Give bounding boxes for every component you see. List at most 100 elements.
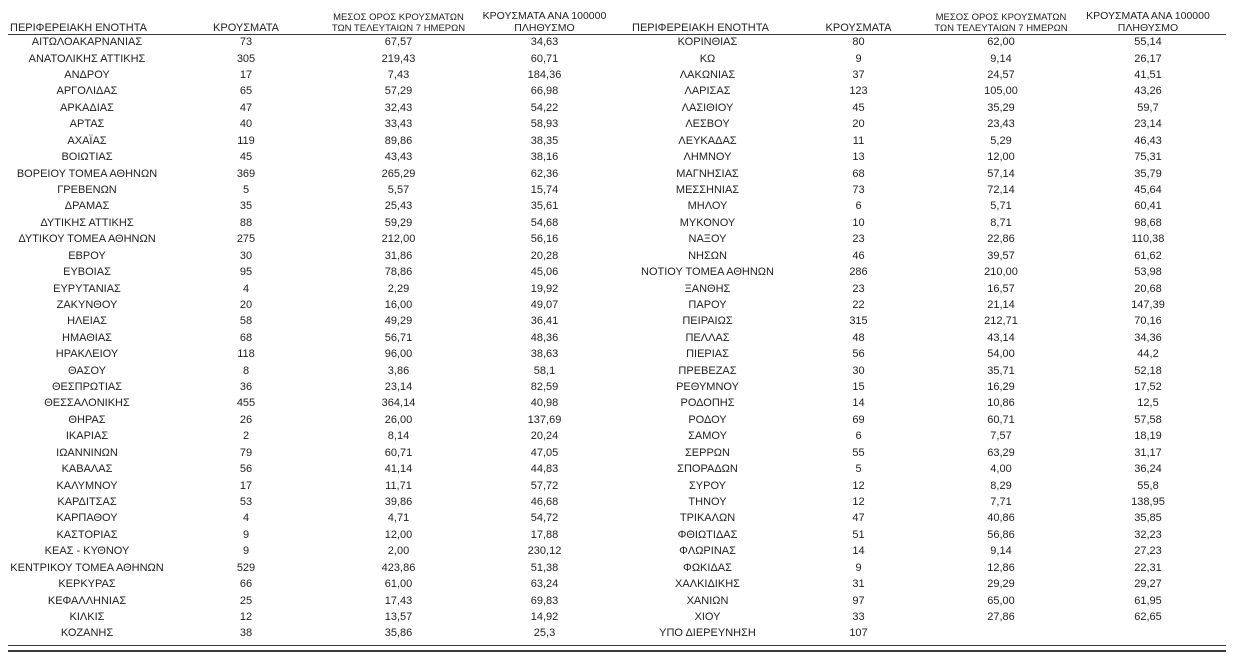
cases-value: 529 xyxy=(236,561,256,574)
cases-value: 9 xyxy=(855,52,862,65)
per100k-value: 14,92 xyxy=(530,610,559,623)
avg7-value: 23,14 xyxy=(384,381,413,394)
per100k-value: 57,72 xyxy=(530,479,559,492)
avg7-value: 57,29 xyxy=(384,85,413,98)
header-per100k-line1: ΚΡΟΥΣΜΑΤΑ ΑΝΑ 100000 xyxy=(1086,10,1210,22)
region-name: ΛΑΡΙΣΑΣ xyxy=(684,85,731,98)
region-name: ΚΙΛΚΙΣ xyxy=(69,610,105,623)
per100k-value: 75,31 xyxy=(1134,151,1162,164)
region-name: ΓΡΕΒΕΝΩΝ xyxy=(57,184,117,196)
per100k-value: 53,98 xyxy=(1134,266,1162,279)
avg7-value: 25,43 xyxy=(384,200,413,213)
cases-value: 95 xyxy=(239,266,253,279)
table-row: ΝΗΣΩΝ 46 39,57 61,62 xyxy=(630,247,1226,263)
per100k-value: 38,63 xyxy=(530,348,559,361)
table-row: ΘΕΣΣΑΛΟΝΙΚΗΣ 455 364,14 40,98 xyxy=(8,395,618,411)
per100k-value: 62,65 xyxy=(1134,610,1162,623)
per100k-value: 46,43 xyxy=(1134,134,1162,147)
cases-value: 37 xyxy=(852,69,865,82)
table-row: ΚΙΛΚΙΣ 12 13,57 14,92 xyxy=(8,609,618,625)
region-name: ΧΑΛΚΙΔΙΚΗΣ xyxy=(675,578,740,591)
region-name: ΚΕΦΑΛΛΗΝΙΑΣ xyxy=(47,594,127,607)
region-name: ΛΑΚΩΝΙΑΣ xyxy=(679,69,736,82)
cases-value: 51 xyxy=(852,528,865,541)
table-row: ΦΩΚΙΔΑΣ 9 12,86 22,31 xyxy=(630,560,1226,576)
region-name: ΘΑΣΟΥ xyxy=(67,364,107,377)
table-row: ΑΝΑΤΟΛΙΚΗΣ ΑΤΤΙΚΗΣ 305 219,43 60,71 xyxy=(8,50,618,66)
avg7-value: 7,57 xyxy=(990,430,1012,443)
region-name: ΣΑΜΟΥ xyxy=(688,430,727,443)
region-name: ΧΑΝΙΩΝ xyxy=(686,594,729,607)
cases-value: 6 xyxy=(855,430,862,443)
per100k-value: 110,38 xyxy=(1131,233,1165,246)
region-name: ΦΘΙΩΤΙΔΑΣ xyxy=(677,528,738,541)
avg7-value: 54,00 xyxy=(987,348,1015,361)
region-name: ΔΥΤΙΚΟΥ ΤΟΜΕΑ ΑΘΗΝΩΝ xyxy=(18,233,156,246)
region-name: ΚΑΡΔΙΤΣΑΣ xyxy=(57,496,117,509)
avg7-value: 22,86 xyxy=(987,233,1015,246)
per100k-value: 41,51 xyxy=(1134,69,1162,82)
region-name: ΠΙΕΡΙΑΣ xyxy=(686,348,729,361)
table-row: ΚΟΖΑΝΗΣ 38 35,86 25,3 xyxy=(8,625,618,641)
table-row: ΜΑΓΝΗΣΙΑΣ 68 57,14 35,79 xyxy=(630,165,1226,181)
avg7-value: 3,86 xyxy=(387,364,410,377)
region-name: ΣΥΡΟΥ xyxy=(688,479,726,492)
per100k-value: 23,14 xyxy=(1134,118,1162,131)
cases-value: 123 xyxy=(849,85,868,98)
table-row: ΕΥΒΟΙΑΣ 95 78,86 45,06 xyxy=(8,264,618,280)
cases-value: 455 xyxy=(236,397,256,410)
per100k-value: 69,83 xyxy=(530,594,559,607)
cases-value: 45 xyxy=(852,101,865,114)
cases-value: 23 xyxy=(852,282,865,295)
per100k-value: 34,36 xyxy=(1134,331,1162,344)
table-row: ΒΟΙΩΤΙΑΣ 45 43,43 38,16 xyxy=(8,149,618,165)
region-name: ΑΡΚΑΔΙΑΣ xyxy=(60,101,114,114)
region-name: ΛΑΣΙΘΙΟΥ xyxy=(681,101,734,114)
per100k-value: 44,83 xyxy=(530,463,559,476)
cases-value: 80 xyxy=(852,36,865,49)
cases-value: 12 xyxy=(239,610,253,623)
avg7-value: 364,14 xyxy=(381,397,416,410)
per100k-value: 137,69 xyxy=(527,413,562,426)
cases-value: 9 xyxy=(855,561,862,574)
table-row: ΚΕΦΑΛΛΗΝΙΑΣ 25 17,43 69,83 xyxy=(8,592,618,608)
table-row: ΣΕΡΡΩΝ 55 63,29 31,17 xyxy=(630,445,1226,461)
per100k-value: 58,1 xyxy=(533,364,556,377)
region-name: ΜΕΣΣΗΝΙΑΣ xyxy=(675,184,740,196)
per100k-value: 55,8 xyxy=(1137,479,1159,492)
cases-value: 73 xyxy=(852,184,865,196)
region-name: ΝΗΣΩΝ xyxy=(688,249,727,262)
region-name: ΠΑΡΟΥ xyxy=(688,298,727,311)
avg7-value: 9,14 xyxy=(990,52,1012,65)
cases-value: 48 xyxy=(852,331,865,344)
cases-value: 36 xyxy=(239,381,253,394)
avg7-value: 5,29 xyxy=(990,134,1012,147)
table-row: ΙΩΑΝΝΙΝΩΝ 79 60,71 47,05 xyxy=(8,445,618,461)
avg7-value: 56,86 xyxy=(987,528,1015,541)
header-avg7: ΜΕΣΟΣ ΟΡΟΣ ΚΡΟΥΣΜΑΤΩΝ ΤΩΝ ΤΕΛΕΥΤΑΙΩΝ 7 Η… xyxy=(326,12,471,34)
avg7-value: 423,86 xyxy=(381,561,416,574)
cases-value: 68 xyxy=(852,167,865,180)
avg7-value: 8,71 xyxy=(990,216,1012,229)
region-name: ΤΡΙΚΑΛΩΝ xyxy=(679,512,736,525)
region-name: ΦΩΚΙΔΑΣ xyxy=(683,561,732,574)
cases-value: 20 xyxy=(239,298,253,311)
region-name: ΦΛΩΡΙΝΑΣ xyxy=(679,545,736,558)
region-name: ΒΟΙΩΤΙΑΣ xyxy=(61,151,113,164)
table-header-row: ΠΕΡΙΦΕΡΕΙΑΚΗ ΕΝΟΤΗΤΑ ΚΡΟΥΣΜΑΤΑ ΜΕΣΟΣ ΟΡΟ… xyxy=(630,6,1226,34)
table-row: ΚΑΣΤΟΡΙΑΣ 9 12,00 17,88 xyxy=(8,527,618,543)
region-name: ΘΕΣΠΡΩΤΙΑΣ xyxy=(51,381,123,394)
table-row: ΣΑΜΟΥ 6 7,57 18,19 xyxy=(630,428,1226,444)
per100k-value: 52,18 xyxy=(1134,364,1162,377)
cases-value: 8 xyxy=(242,364,250,377)
avg7-value: 219,43 xyxy=(381,52,416,65)
cases-value: 5 xyxy=(855,463,862,476)
per100k-value: 38,16 xyxy=(530,151,559,164)
per100k-value: 57,58 xyxy=(1134,413,1162,426)
table-row: ΠΑΡΟΥ 22 21,14 147,39 xyxy=(630,297,1226,313)
cases-value: 73 xyxy=(239,36,253,49)
per100k-value: 61,62 xyxy=(1134,249,1162,262)
region-name: ΚΑΡΠΑΘΟΥ xyxy=(56,512,118,525)
per100k-value: 20,28 xyxy=(530,249,559,262)
avg7-value: 7,71 xyxy=(990,496,1012,509)
